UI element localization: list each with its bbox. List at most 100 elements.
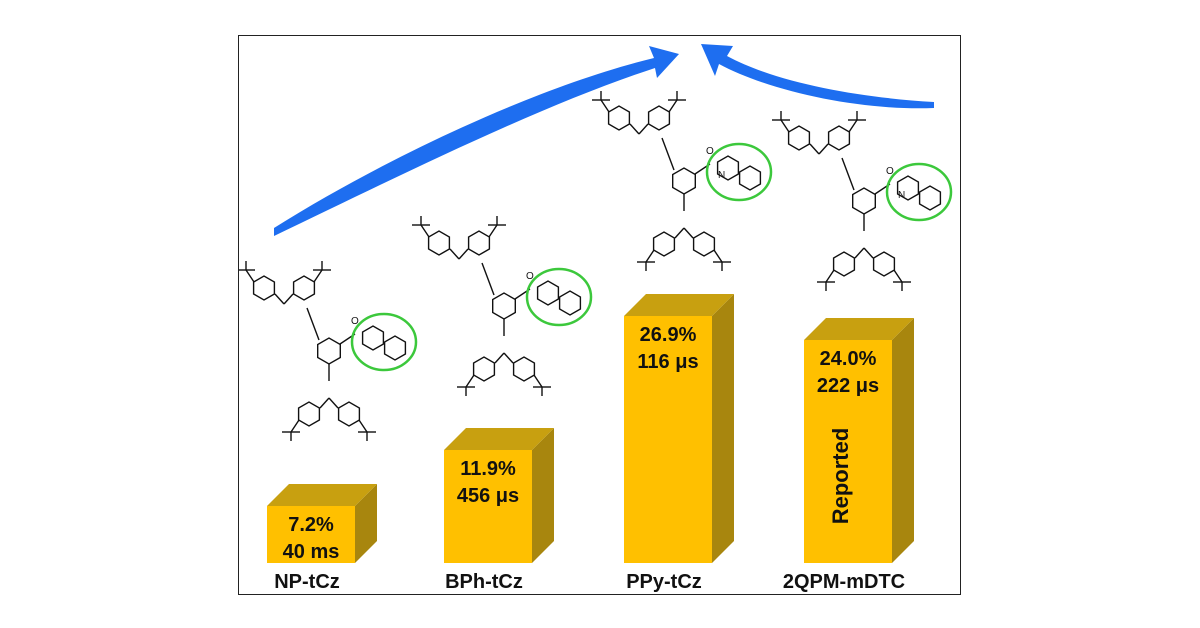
bond (825, 269, 835, 283)
tert-butyl (239, 261, 255, 283)
aryl-ring (361, 325, 385, 351)
carbazole-ring (427, 230, 451, 256)
bond (449, 248, 460, 260)
bond (645, 249, 655, 263)
bond (848, 119, 858, 133)
carbazole-ring (292, 275, 316, 301)
aryl-ring (896, 175, 920, 201)
bond (503, 352, 514, 364)
oxygen-atom: O (526, 271, 534, 282)
highlight-ring (705, 142, 773, 202)
bar-ppy-tcz (624, 294, 734, 563)
bond (683, 227, 694, 239)
carbazole-ring (872, 251, 896, 277)
bond (713, 249, 723, 263)
bar-front (624, 316, 712, 563)
bar-front (804, 340, 892, 563)
nitrogen-atom: N (718, 170, 725, 181)
bar-side (355, 484, 377, 563)
tert-butyl (817, 269, 835, 291)
value-label: 7.2% (288, 514, 334, 536)
tert-butyl (533, 374, 551, 396)
bond (674, 227, 685, 239)
carbazole-ring (692, 231, 716, 257)
bond (283, 293, 294, 305)
tert-butyl (457, 374, 475, 396)
category-label: 2QPM-mDTC (783, 571, 905, 593)
bars-group (267, 294, 914, 563)
lifetime-label: 40 ms (283, 541, 340, 563)
bar-side (532, 428, 554, 563)
carbazole-ring (337, 401, 361, 427)
arrow-group (274, 44, 934, 236)
carbazole-ring (832, 251, 856, 277)
bond (290, 419, 300, 433)
aryl-ring (383, 335, 407, 361)
molecule: O (239, 261, 418, 441)
bar-bph-tcz (444, 428, 554, 563)
tert-butyl (282, 419, 300, 441)
central-ring (672, 167, 696, 195)
tert-butyl (668, 91, 686, 113)
carbazole-ring (512, 356, 536, 382)
bar-front (267, 506, 355, 563)
left-arrow (274, 46, 679, 236)
category-label: BPh-tCz (445, 571, 523, 593)
bar-top (444, 428, 554, 450)
oxygen-atom: O (886, 166, 894, 177)
aryl-ring (536, 280, 560, 306)
bar-top (267, 484, 377, 506)
bond (481, 262, 495, 296)
highlight-ring (350, 312, 418, 372)
labels-group: 7.2% 40 ms NP-tCz 11.9% 456 μs BPh-tCz 26.9% 11… (274, 324, 905, 593)
bar-side (892, 318, 914, 563)
bond (841, 157, 855, 191)
bond (780, 119, 790, 133)
tert-butyl (358, 419, 376, 441)
oxygen-atom: O (706, 146, 714, 157)
aryl-ring (716, 155, 740, 181)
bar-top (804, 318, 914, 340)
central-ring (491, 292, 516, 320)
value-label: 24.0% (820, 348, 877, 370)
bond (319, 397, 330, 409)
tert-butyl (713, 249, 731, 271)
aryl-ring (738, 165, 762, 191)
bond (313, 269, 323, 283)
bond (465, 374, 475, 388)
bond (893, 269, 903, 283)
aryl-ring (918, 185, 942, 211)
category-label: PPy-tCz (626, 571, 702, 593)
bar-np-tcz (267, 484, 377, 563)
lifetime-label: 116 μs (637, 351, 698, 373)
bar-front (444, 450, 532, 563)
value-label: 11.9% (460, 458, 516, 480)
tert-butyl (893, 269, 911, 291)
bond (863, 247, 874, 259)
oxygen-atom: O (351, 316, 359, 327)
bond (818, 143, 829, 155)
bond (306, 307, 320, 341)
value-label: 26.9% (640, 324, 697, 346)
right-arrow (701, 44, 934, 109)
carbazole-ring (607, 105, 631, 131)
central-ring (852, 187, 876, 215)
bond (854, 247, 865, 259)
central-ring (316, 337, 342, 365)
carbazole-unit (282, 397, 376, 441)
carbazole-unit (457, 352, 551, 396)
highlight-ring (525, 267, 593, 327)
bond (488, 224, 498, 238)
bond (638, 123, 649, 135)
reported-annotation: Reported (828, 428, 853, 525)
molecule: O (412, 216, 593, 396)
bond (458, 248, 469, 260)
category-label: NP-tCz (274, 571, 340, 593)
carbazole-unit (817, 247, 911, 291)
carbazole-ring (827, 125, 851, 151)
tert-butyl (488, 216, 506, 238)
carbazole-ring (652, 231, 676, 257)
